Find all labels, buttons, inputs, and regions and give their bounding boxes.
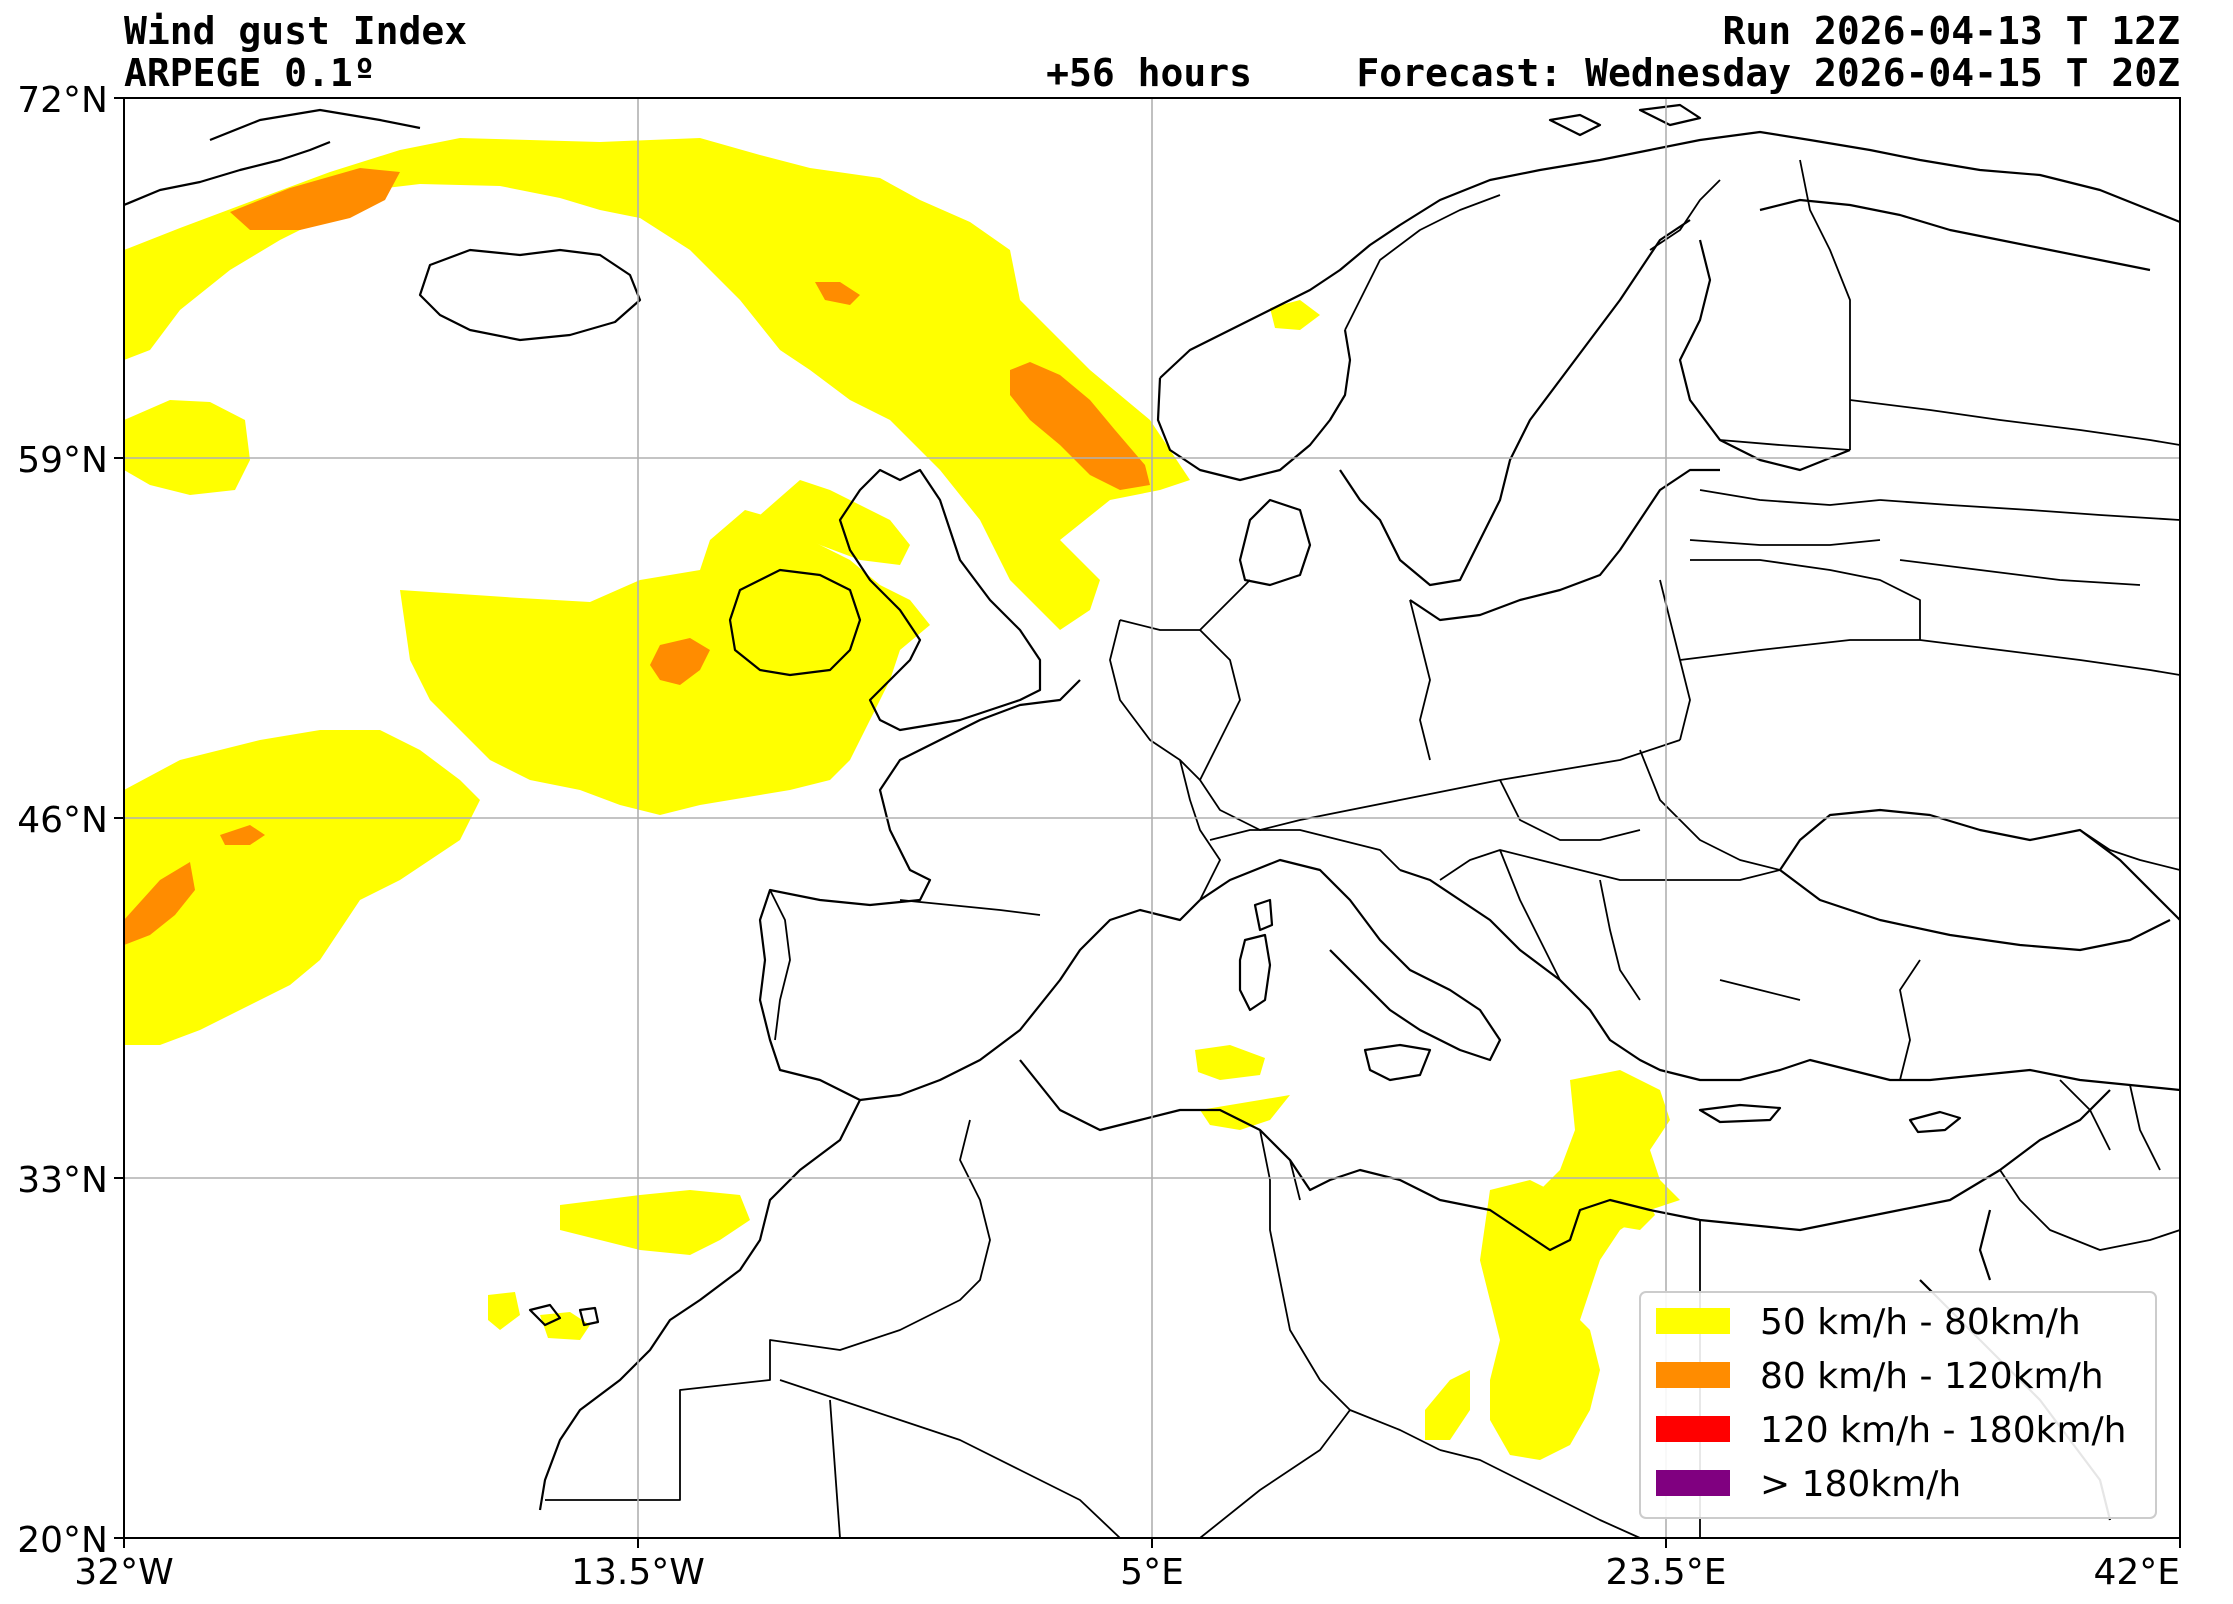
legend-box [1639,1291,2157,1519]
legend-swatch-120-180 [1656,1416,1730,1442]
border-france-germany [1179,759,1221,901]
border-turkey [1719,959,1921,1081]
gust-area-north-atlantic [124,138,1190,630]
border-sweden-finland [1649,179,1721,251]
border-libya-south [1439,1449,1641,1538]
gust-area-norway-coast [1270,300,1320,330]
gust-area-cyrenaica [1600,1185,1655,1230]
border-germany-poland [1409,599,1431,761]
border-caucasus [2079,829,2180,871]
border-baltic-states [1689,439,1881,546]
coast-corsica [1253,898,1274,932]
coast-sardinia [1238,933,1272,1012]
border-morocco-algeria [545,1119,991,1501]
lon-tick-label: 42°E [2093,1552,2180,1593]
coast-denmark [1238,498,1312,587]
border-niger-mali [779,1379,1351,1538]
coast-black-sea [1779,808,2180,952]
lon-tick-label: 23.5°E [1606,1552,1727,1593]
coast-italy [1199,858,1502,1062]
coast-greenland [124,108,421,207]
gust-area-50-80 [124,138,1680,1460]
border-balkans [1439,849,1781,1001]
legend-label: 80 km/h - 120km/h [1760,1356,2104,1397]
map-area [123,97,2181,1539]
gust-core-greenland-sea [230,168,400,230]
border-spain-france [899,899,1041,916]
coast-sweden [1339,219,1691,587]
border-middle-east [1999,1079,2180,1251]
gust-area-canary [488,1292,520,1330]
border-ukraine [1679,639,2180,676]
coast-ireland [728,568,862,677]
coast-crete [1698,1103,1782,1124]
gust-area-80-120 [124,168,1150,945]
run-time: Run 2026-04-13 T 12Z [1722,9,2180,53]
gust-area-egypt-west [1480,1180,1600,1460]
gridlines [124,98,2180,1538]
gust-core-azores-2 [220,825,265,845]
legend-swatch-180-plus [1656,1470,1730,1496]
model-name: ARPEGE 0.1º [124,51,376,95]
tick-marks [114,97,2181,1548]
border-norway-sweden [1344,194,1501,331]
legend-swatch-80-120 [1656,1362,1730,1388]
coast-scandinavia [1159,130,2180,379]
gust-area-chad-north [1425,1370,1470,1440]
coast-balkans [1399,868,2180,1092]
lon-axis: 32°W 13.5°W 5°E 23.5°E 42°E [74,1552,2180,1593]
forecast-time: Forecast: Wednesday 2026-04-15 T 20Z [1356,51,2180,95]
coast-kola [1759,198,2151,272]
coast-sicily [1363,1043,1432,1082]
coast-cyprus [1908,1110,1962,1134]
lat-tick-label: 46°N [17,800,108,841]
coast-france-iberia [758,679,1201,1102]
coast-canaries [528,1303,600,1327]
gust-area-morocco-coast [560,1190,750,1255]
lat-tick-label: 59°N [17,440,108,481]
gust-core-azores [124,862,195,945]
border-russia-east [1849,399,2180,586]
coast-iceland [418,248,642,342]
lat-axis: 72°N 59°N 46°N 33°N 20°N [17,80,108,1561]
border-algeria-tunisia-libya [1259,1129,1441,1451]
coast-britain [838,468,1042,732]
gust-area-canary-2 [540,1312,590,1340]
gust-core-faroe [815,282,860,305]
lon-tick-label: 13.5°W [571,1552,705,1593]
border-spain-portugal [769,889,791,1041]
coast-norway-south [1156,329,1352,482]
gust-area-algeria [1200,1095,1290,1130]
gust-area-tunisia [1195,1045,1265,1080]
border-belarus [1690,559,1921,640]
gust-area-irish-sea [760,480,910,565]
border-alps [1209,829,1401,871]
coast-svalbard [1548,103,1702,137]
lat-tick-label: 33°N [17,1160,108,1201]
lon-tick-label: 5°E [1120,1552,1184,1593]
borders [545,159,2180,1538]
border-hungary-romania [1499,749,1781,871]
border-germany-west [1109,579,1251,781]
coast-north-africa [538,1059,2111,1511]
gust-area-scotland-sea [124,400,250,495]
coast-baltic [1409,468,1720,622]
legend-swatch-50-80 [1656,1308,1730,1334]
lat-tick-label: 72°N [17,80,108,121]
coast-finland [1678,239,1851,472]
gust-area-azores [124,730,480,1045]
gust-core-ireland-west [650,638,710,685]
border-sahara-south [829,1399,841,1538]
lead-time: +56 hours [1046,51,1252,95]
legend-label: 120 km/h - 180km/h [1760,1410,2126,1451]
legend: 50 km/h - 80km/h 80 km/h - 120km/h 120 k… [1639,1291,2157,1519]
legend-label: 50 km/h - 80km/h [1760,1302,2081,1343]
lat-tick-label: 20°N [17,1520,108,1561]
lon-tick-label: 32°W [74,1552,173,1593]
legend-label: > 180km/h [1760,1464,1961,1505]
map-title: Wind gust Index [124,9,467,53]
border-central-europe [1199,629,1681,831]
